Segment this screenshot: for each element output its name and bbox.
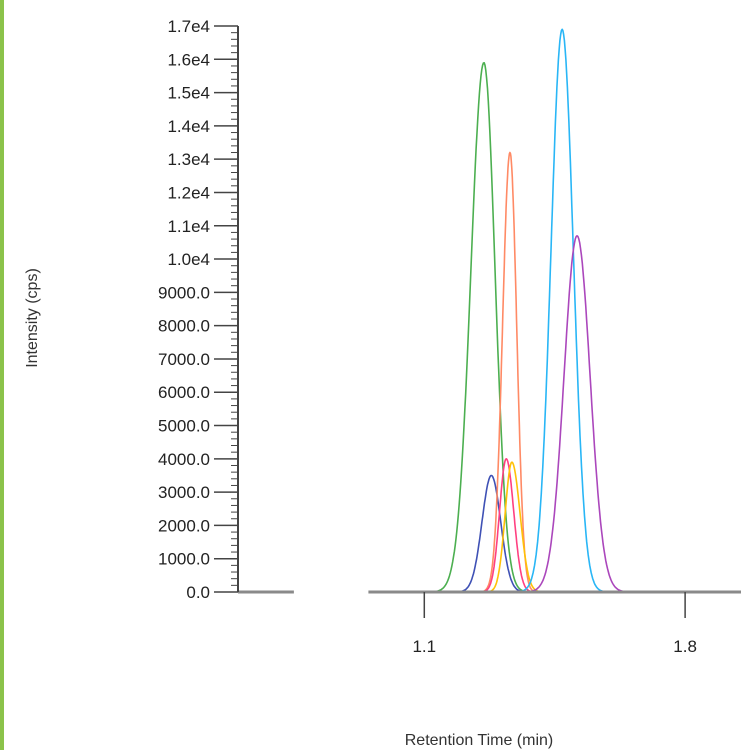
series-layer — [431, 28, 630, 593]
series-line-6 — [517, 28, 607, 593]
x-axis-title: Retention Time (min) — [405, 732, 554, 749]
series-line-5 — [484, 461, 545, 593]
x-tick-label: 1.8 — [673, 637, 697, 656]
y-tick-label: 8000.0 — [158, 317, 210, 336]
x-tick-label: 1.1 — [412, 637, 436, 656]
series-line-7 — [524, 235, 630, 593]
y-tick-label: 2000.0 — [158, 516, 210, 535]
y-tick-label: 1.1e4 — [167, 217, 210, 236]
y-tick-label: 7000.0 — [158, 350, 210, 369]
x-axis: 1.1 1.8 — [412, 592, 697, 656]
left-edge-border — [0, 0, 4, 750]
y-tick-label: 3000.0 — [158, 483, 210, 502]
y-axis-title: Intensity (cps) — [24, 268, 41, 368]
series-line-2 — [453, 474, 529, 593]
y-tick-label: 5000.0 — [158, 417, 210, 436]
y-tick-label: 0.0 — [186, 583, 210, 602]
y-tick-label: 4000.0 — [158, 450, 210, 469]
series-line-3 — [479, 151, 538, 593]
y-tick-label: 1.5e4 — [167, 84, 210, 103]
y-tick-label: 1000.0 — [158, 550, 210, 569]
y-tick-label: 1.2e4 — [167, 183, 210, 202]
y-tick-label: 1.0e4 — [167, 250, 210, 269]
y-axis: 0.0 1000.0 2000.0 3000.0 4000.0 5000.0 6000.0 7… — [158, 17, 239, 602]
y-tick-label: 1.7e4 — [167, 17, 210, 36]
y-tick-label: 9000.0 — [158, 283, 210, 302]
y-tick-label: 1.3e4 — [167, 150, 210, 169]
y-tick-label: 6000.0 — [158, 383, 210, 402]
y-tick-label: 1.6e4 — [167, 50, 210, 69]
y-tick-label: 1.4e4 — [167, 117, 210, 136]
series-line-1 — [431, 61, 529, 593]
